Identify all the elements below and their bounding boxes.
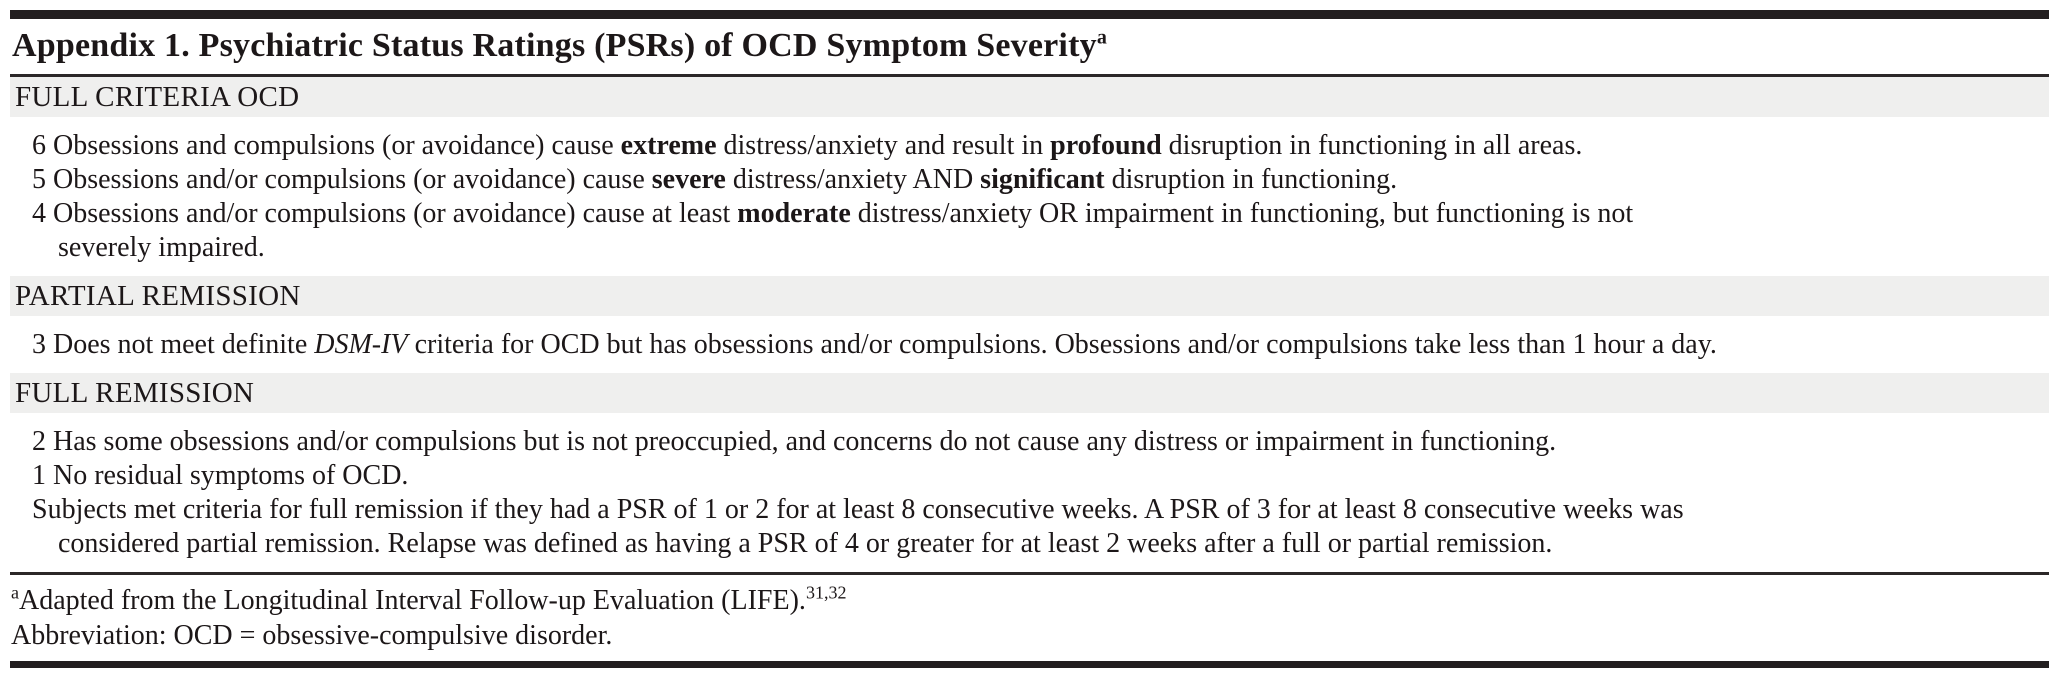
- psr-number-6: 6: [32, 130, 46, 161]
- section-items-full-criteria-ocd: 6 Obsessions and compulsions (or avoidanc…: [10, 117, 2049, 276]
- table-title-footnote-marker: a: [1096, 26, 1108, 49]
- remission-criteria-note-text: Subjects met criteria for full remission…: [32, 494, 1684, 559]
- psr-item-3: 3 Does not meet definite DSM-IV criteria …: [10, 328, 2049, 362]
- footnote-abbreviation: Abbreviation: OCD = obsessive-compulsive…: [11, 618, 2049, 653]
- title-divider-rule: [10, 74, 2049, 77]
- psr-text-3: Does not meet definite DSM-IV criteria f…: [53, 329, 1717, 360]
- psr-item-4: 4 Obsessions and/or compulsions (or avoid…: [10, 197, 2049, 265]
- psr-text-2: Has some obsessions and/or compulsions b…: [53, 426, 1557, 457]
- psr-appendix-table: Appendix 1. Psychiatric Status Ratings (…: [10, 10, 2049, 668]
- table-title: Appendix 1. Psychiatric Status Ratings (…: [10, 19, 2049, 74]
- psr-item-2: 2 Has some obsessions and/or compulsions …: [10, 425, 2049, 459]
- psr-number-4: 4: [32, 198, 46, 229]
- psr-text-4: Obsessions and/or compulsions (or avoida…: [53, 198, 1634, 263]
- section-header-partial-remission: PARTIAL REMISSION: [10, 276, 2049, 316]
- psr-text-6: Obsessions and compulsions (or avoidance…: [53, 130, 1583, 161]
- psr-text-5: Obsessions and/or compulsions (or avoida…: [53, 164, 1398, 195]
- footnote-adapted-text: aAdapted from the Longitudinal Interval …: [11, 582, 847, 616]
- footnote-divider-rule: [10, 572, 2049, 575]
- top-border-rule: [10, 10, 2049, 19]
- psr-number-2: 2: [32, 426, 46, 457]
- psr-text-1: No residual symptoms of OCD.: [53, 460, 409, 491]
- remission-criteria-note: Subjects met criteria for full remission…: [10, 493, 2049, 561]
- footnotes: aAdapted from the Longitudinal Interval …: [10, 575, 2049, 661]
- psr-item-1: 1 No residual symptoms of OCD.: [10, 459, 2049, 493]
- psr-number-1: 1: [32, 460, 46, 491]
- footnote-adapted-from-life: aAdapted from the Longitudinal Interval …: [11, 583, 2049, 618]
- footnote-abbreviation-text: Abbreviation: OCD = obsessive-compulsive…: [11, 620, 613, 651]
- psr-item-5: 5 Obsessions and/or compulsions (or avoid…: [10, 163, 2049, 197]
- section-items-full-remission: 2 Has some obsessions and/or compulsions …: [10, 413, 2049, 572]
- bottom-border-rule: [10, 661, 2049, 668]
- section-header-full-criteria-ocd: FULL CRITERIA OCD: [10, 77, 2049, 117]
- section-header-full-remission: FULL REMISSION: [10, 373, 2049, 413]
- section-items-partial-remission: 3 Does not meet definite DSM-IV criteria …: [10, 316, 2049, 373]
- table-title-text: Appendix 1. Psychiatric Status Ratings (…: [12, 27, 1097, 64]
- psr-item-6: 6 Obsessions and compulsions (or avoidanc…: [10, 129, 2049, 163]
- psr-number-5: 5: [32, 164, 46, 195]
- psr-number-3: 3: [32, 329, 46, 360]
